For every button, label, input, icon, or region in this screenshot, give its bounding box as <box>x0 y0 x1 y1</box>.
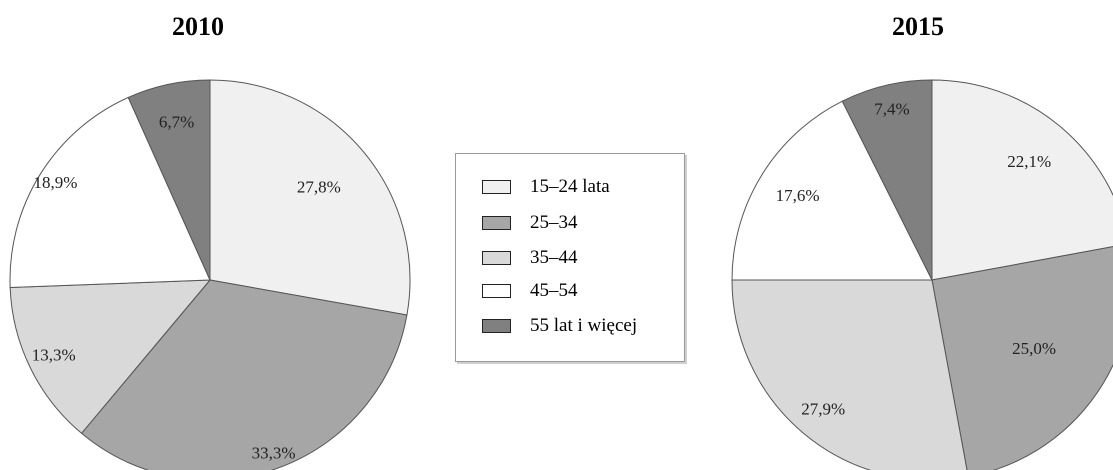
pie-2015-slice-15-24 <box>931 79 1113 281</box>
pie-2010-label-35-44: 13,3% <box>32 345 76 364</box>
legend-item-15-24: 15–24 lata <box>482 176 610 197</box>
pie-2015-label-45-54: 17,6% <box>776 186 820 205</box>
pie-2010-slice-45-54 <box>9 96 211 289</box>
chart-title-2010: 2010 <box>172 12 224 41</box>
legend-swatch-25-34 <box>482 216 511 230</box>
legend-item-35-44: 35–44 <box>482 247 578 268</box>
pie-2015-slice-25-34 <box>931 246 1113 470</box>
legend-label-35-44: 35–44 <box>530 247 578 268</box>
legend-swatch-45-54 <box>482 284 511 298</box>
pie-2015-label-25-34: 25,0% <box>1012 339 1056 358</box>
legend-swatch-35-44 <box>482 251 511 265</box>
legend-item-45-54: 45–54 <box>482 280 578 301</box>
pie-2015-slice-35-44 <box>731 279 968 470</box>
legend-label-45-54: 45–54 <box>530 280 578 301</box>
pie-2010-label-45-54: 18,9% <box>33 173 77 192</box>
pie-2010-label-55-plus: 6,7% <box>159 112 194 131</box>
legend-label-15-24: 15–24 lata <box>530 176 610 197</box>
legend-item-25-34: 25–34 <box>482 212 578 233</box>
pie-2010-slice-25-34 <box>80 279 408 470</box>
legend-label-55-plus: 55 lat i więcej <box>530 315 638 336</box>
pie-2010-slice-55-plus <box>127 79 211 281</box>
pie-2010-slice-35-44 <box>9 279 212 435</box>
pie-2015-slice-45-54 <box>731 100 933 281</box>
pie-2015-label-35-44: 27,9% <box>801 400 845 419</box>
pie-2015-label-55-plus: 7,4% <box>874 100 909 119</box>
pie-2010-label-15-24: 27,8% <box>297 178 341 197</box>
pie-2015-slice-55-plus <box>841 79 933 281</box>
legend-swatch-15-24 <box>482 180 511 194</box>
pie-2010-label-25-34: 33,3% <box>252 444 296 463</box>
legend-item-55-plus: 55 lat i więcej <box>482 315 638 336</box>
chart-title-2015: 2015 <box>892 12 944 41</box>
legend-swatch-55-plus <box>482 319 511 333</box>
pie-2015-label-15-24: 22,1% <box>1007 152 1051 171</box>
legend-label-25-34: 25–34 <box>530 212 578 233</box>
pie-2010-slice-15-24 <box>209 79 411 316</box>
chart-legend: 15–24 lata 25–34 35–44 45–54 55 lat i wi… <box>455 153 685 362</box>
